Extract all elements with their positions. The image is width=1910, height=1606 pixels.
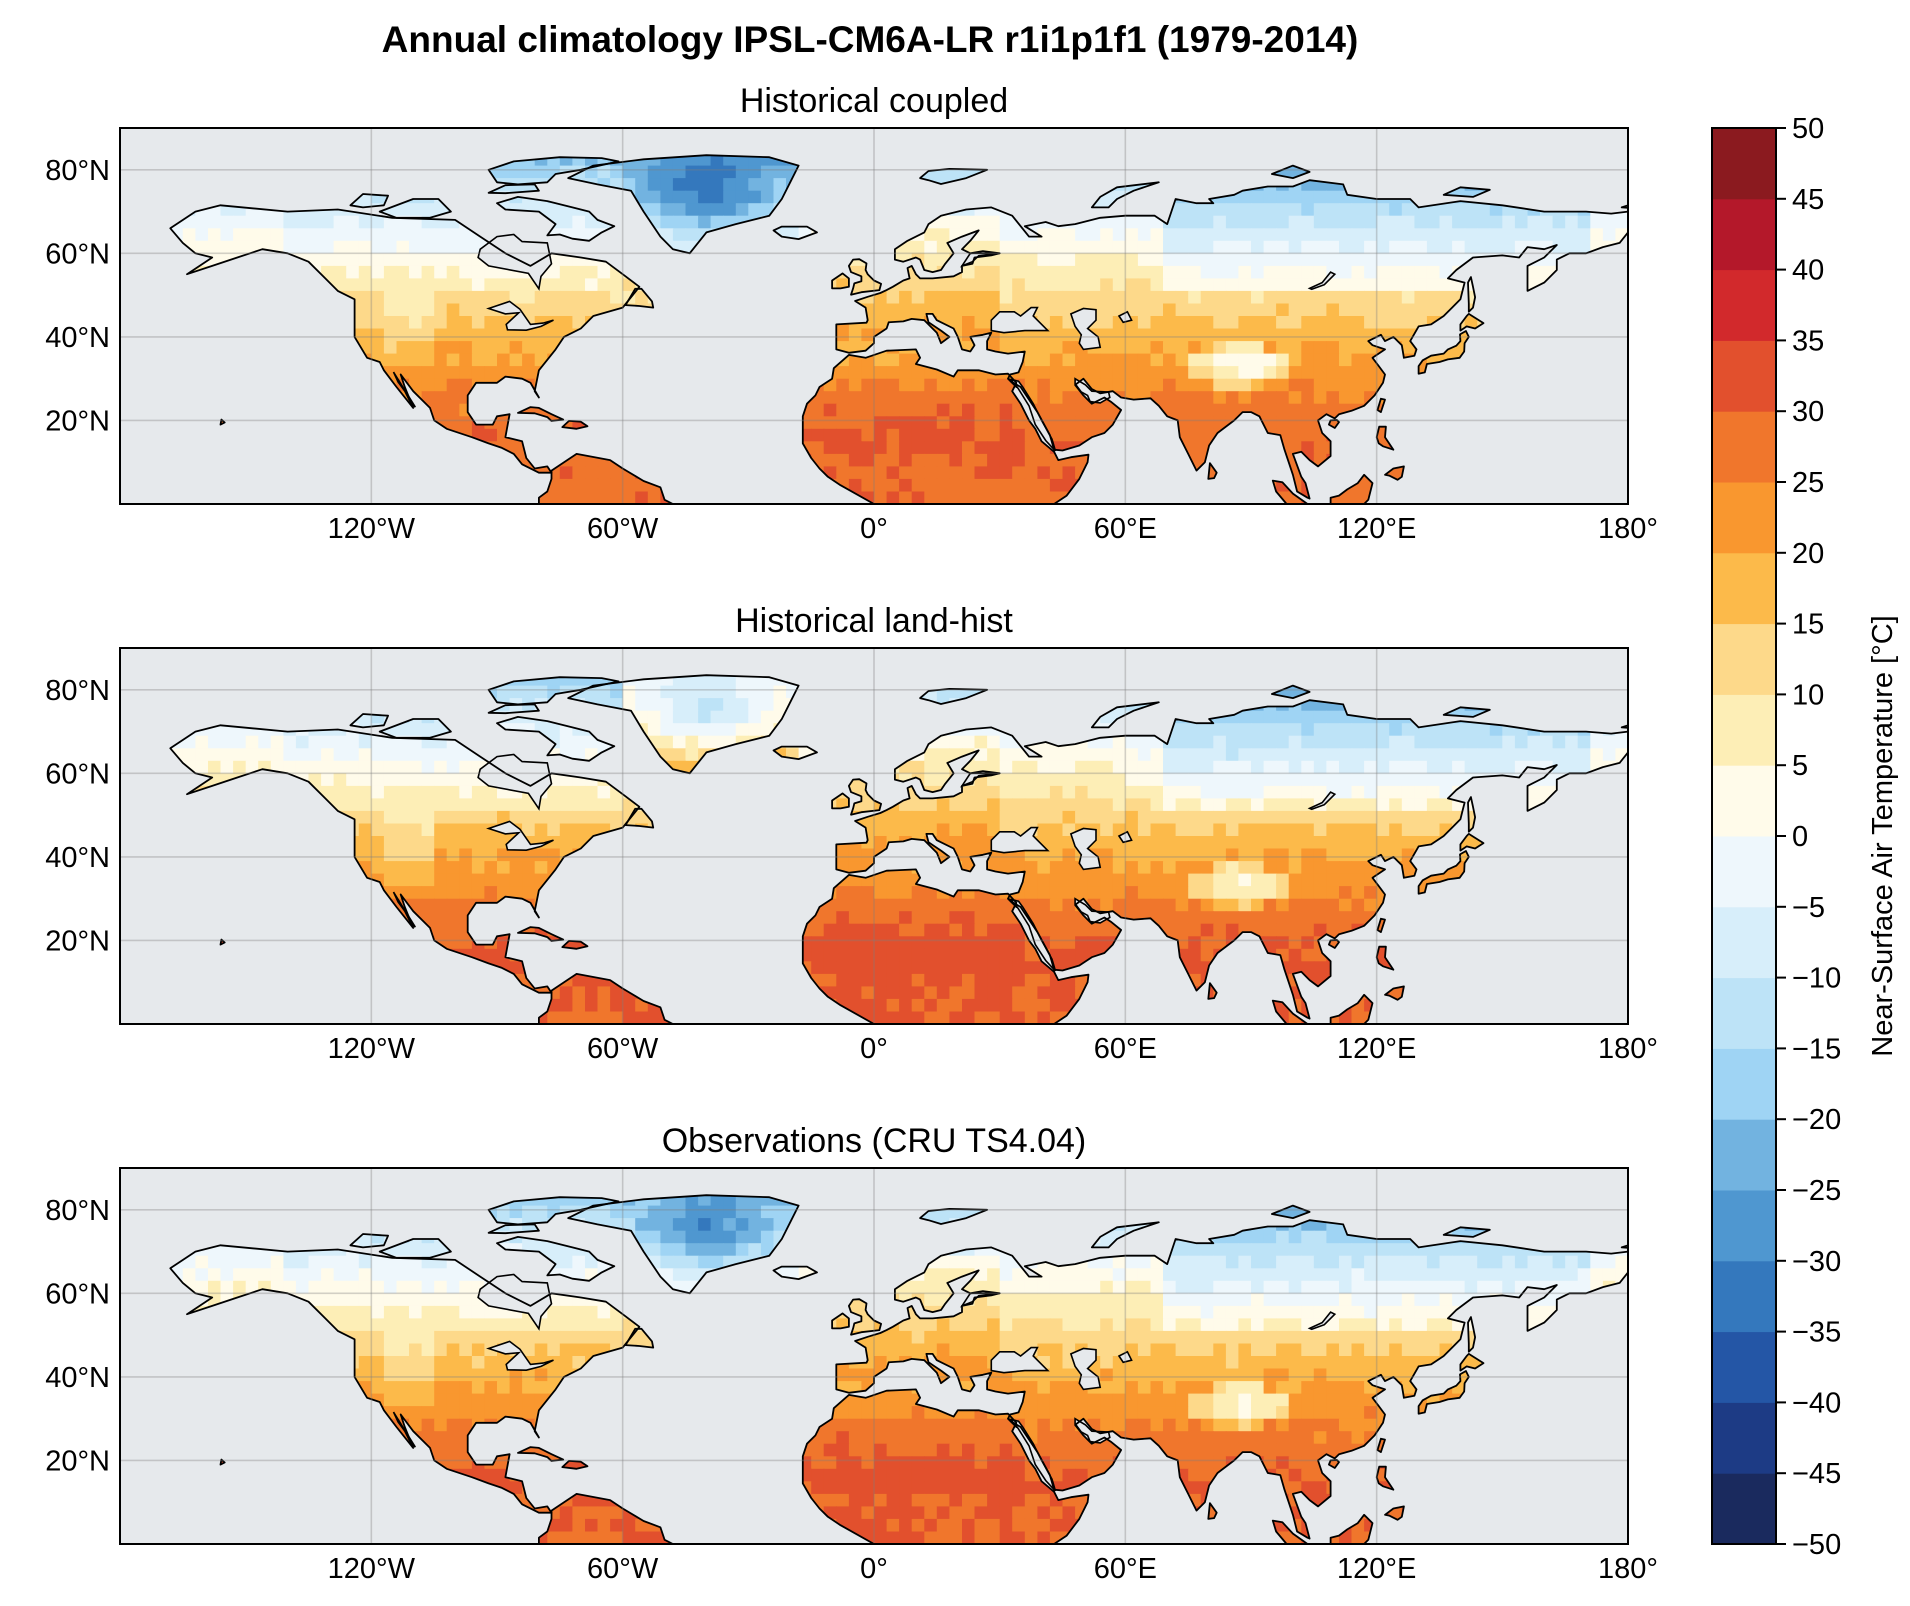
colorbar-segment (1712, 1402, 1776, 1474)
lon-tick-label: 120°E (1337, 1553, 1416, 1585)
colorbar-tick-label: 40 (1792, 255, 1824, 287)
lon-tick-label: 60°W (587, 1033, 659, 1065)
colorbar-label: Near-Surface Air Temperature [°C] (1867, 615, 1899, 1056)
lon-tick-label: 0° (860, 513, 888, 545)
lon-tick-label: 120°W (328, 513, 416, 545)
lat-tick-label: 20°N (45, 405, 110, 437)
colorbar-tick-label: 25 (1792, 467, 1824, 499)
coastlines (169, 154, 1628, 504)
map-panel-coupled: Historical coupled 120°W 60°W 0° 60°E 120°E 18… (45, 82, 1658, 545)
lat-tick-label: 40°N (45, 1362, 110, 1394)
colorbar-tick-label: −45 (1792, 1458, 1841, 1490)
lat-tick-label: 60°N (45, 1278, 110, 1310)
lon-tick-label: 60°E (1094, 1553, 1157, 1585)
colorbar-segment (1712, 1048, 1776, 1120)
map-panel-obs: Observations (CRU TS4.04) 120°W 60°W 0° 60°E… (45, 1122, 1658, 1585)
colorbar-segment (1712, 552, 1776, 625)
lon-tick-label: 0° (860, 1553, 888, 1585)
lon-tick-label: 60°E (1094, 513, 1157, 545)
colorbar-tick-label: 0 (1792, 821, 1808, 853)
colorbar-tick-label: 20 (1792, 538, 1824, 570)
lat-tick-label: 20°N (45, 925, 110, 957)
lon-tick-label: 60°W (587, 1553, 659, 1585)
colorbar-tick-label: −40 (1792, 1387, 1841, 1419)
colorbar-segment (1712, 977, 1776, 1049)
colorbar-segment (1712, 411, 1776, 483)
lon-tick-label: 180° (1598, 1553, 1658, 1585)
colorbar-tick-label: −15 (1792, 1033, 1841, 1065)
colorbar-tick-label: 30 (1792, 396, 1824, 428)
colorbar-tick-label: −35 (1792, 1317, 1841, 1349)
colorbar-segment (1712, 1331, 1776, 1403)
map-frame (119, 647, 1629, 1025)
colorbar-segment (1712, 1119, 1776, 1191)
colorbar-tick-label: −25 (1792, 1175, 1841, 1207)
lat-tick-label: 80°N (45, 1195, 110, 1227)
colorbar-tick-label: −10 (1792, 963, 1841, 995)
lat-tick-label: 60°N (45, 758, 110, 790)
lon-tick-label: 0° (860, 1033, 888, 1065)
colorbar-segment (1712, 1260, 1776, 1333)
lat-tick-label: 40°N (45, 322, 110, 354)
lon-tick-label: 180° (1598, 1033, 1658, 1065)
colorbar-tick-label: 45 (1792, 184, 1824, 216)
lat-tick-label: 60°N (45, 238, 110, 270)
lon-tick-label: 60°E (1094, 1033, 1157, 1065)
coastlines (169, 1194, 1628, 1544)
lon-tick-label: 180° (1598, 513, 1658, 545)
colorbar-segment (1712, 694, 1776, 766)
map-frame (119, 1167, 1629, 1545)
colorbar-tick-label: 50 (1792, 113, 1824, 145)
panel-title: Observations (CRU TS4.04) (662, 1122, 1087, 1160)
lon-tick-label: 60°W (587, 513, 659, 545)
colorbar-tick-label: −50 (1792, 1529, 1841, 1561)
coastlines (169, 674, 1628, 1024)
colorbar-tick-label: 35 (1792, 325, 1824, 357)
lat-tick-label: 80°N (45, 675, 110, 707)
colorbar-segment (1712, 1473, 1776, 1545)
lat-tick-label: 20°N (45, 1445, 110, 1477)
colorbar-tick-label: −30 (1792, 1246, 1841, 1278)
colorbar-tick-label: 10 (1792, 679, 1824, 711)
colorbar-segment (1712, 128, 1776, 200)
figure-title: Annual climatology IPSL-CM6A-LR r1i1p1f1… (382, 19, 1359, 60)
inland-water (392, 1273, 1337, 1492)
colorbar-segment (1712, 269, 1776, 341)
colorbar-segment (1712, 1190, 1776, 1262)
colorbar-tick-label: −20 (1792, 1104, 1841, 1136)
gridlines (120, 128, 1629, 504)
lon-tick-label: 120°W (328, 1553, 416, 1585)
map-panel-landhist: Historical land-hist 120°W 60°W 0° 60°E 120°E… (45, 602, 1658, 1065)
colorbar-segment (1712, 906, 1776, 979)
colorbar-segment (1712, 198, 1776, 271)
colorbar-segment (1712, 836, 1776, 908)
colorbar-tick-label: 5 (1792, 750, 1808, 782)
lon-tick-label: 120°E (1337, 513, 1416, 545)
colorbar-tick-label: 15 (1792, 609, 1824, 641)
lon-tick-label: 120°W (328, 1033, 416, 1065)
colorbar-segment (1712, 765, 1776, 837)
gridlines (120, 648, 1629, 1024)
map-frame (119, 127, 1629, 505)
panel-title: Historical land-hist (735, 602, 1013, 640)
gridlines (120, 1168, 1629, 1544)
colorbar-segment (1712, 482, 1776, 554)
colorbar-segment (1712, 340, 1776, 412)
lon-tick-label: 120°E (1337, 1033, 1416, 1065)
lat-tick-label: 80°N (45, 155, 110, 187)
colorbar-tick-label: −5 (1792, 892, 1825, 924)
panel-title: Historical coupled (740, 82, 1008, 120)
map-panels: Historical coupled 120°W 60°W 0° 60°E 120°E 18… (45, 82, 1658, 1585)
colorbar: −50−45−40−35−30−25−20−15−10−505101520253… (1711, 113, 1899, 1561)
colorbar-segment (1712, 623, 1776, 695)
lat-tick-label: 40°N (45, 842, 110, 874)
